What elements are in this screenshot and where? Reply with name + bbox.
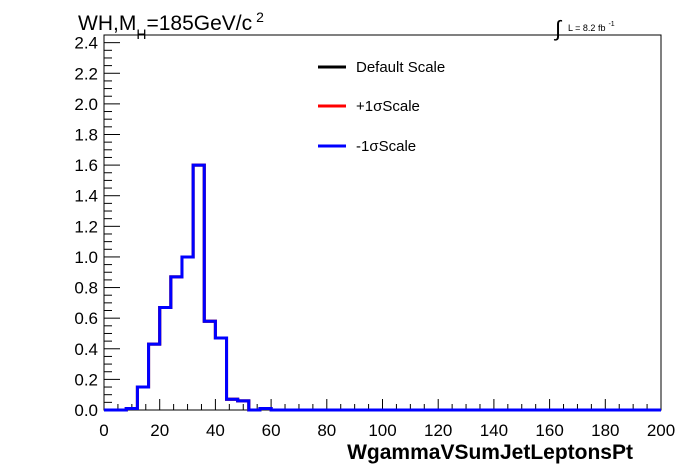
y-tick-label: 1.6 [74,156,98,175]
y-tick-label: 2.2 [74,64,98,83]
legend-label-default-scale: Default Scale [356,59,445,76]
lumi-integral-symbol: ∫ [553,16,563,41]
y-tick-label: 2.0 [74,95,98,114]
y-tick-label: 1.0 [74,248,98,267]
x-tick-label: 160 [535,421,563,440]
y-tick-label: 0.6 [74,309,98,328]
plot-title: WH,MH=185GeV/c 2 [78,9,264,42]
x-tick-label: 200 [647,421,675,440]
y-tick-label: 2.4 [74,34,98,53]
lumi-text: L = 8.2 fb [568,23,605,33]
lumi-superscript: -1 [608,21,614,28]
x-tick-label: 40 [206,421,225,440]
y-tick-label: 0.0 [74,401,98,420]
plot-title-rest: =185GeV/c [146,12,252,35]
x-tick-label: 140 [480,421,508,440]
legend-label-minus-1sigma: -1σScale [356,138,416,155]
y-tick-label: 0.4 [74,340,98,359]
lumi-label: L = 8.2 fb -1 [568,21,615,33]
y-tick-label: 0.8 [74,279,98,298]
x-tick-label: 100 [368,421,396,440]
x-tick-label: 120 [424,421,452,440]
legend-label-plus-1sigma: +1σScale [356,98,420,115]
x-tick-label: 180 [591,421,619,440]
x-tick-label: 20 [150,421,169,440]
x-tick-label: 0 [99,421,108,440]
plot-title-main: WH,M [78,12,136,35]
series-line-2 [104,163,661,412]
plot-title-subscript: H [136,26,146,42]
y-tick-label: 1.4 [74,187,98,206]
x-tick-label: 60 [262,421,281,440]
x-axis-title: WgammaVSumJetLeptonsPt [347,441,633,464]
series-group [104,163,661,412]
y-tick-label: 1.8 [74,125,98,144]
legend: Default Scale +1σScale -1σScale [318,59,445,155]
y-tick-label: 1.2 [74,217,98,236]
y-tick-label: 0.2 [74,370,98,389]
y-axis: 0.0 0.2 0.4 0.6 0.8 1.0 1.2 1.4 1.6 1.8 2.0 2.2 2.4 [74,34,120,420]
plot-title-superscript: 2 [256,9,264,25]
x-tick-label: 80 [317,421,336,440]
